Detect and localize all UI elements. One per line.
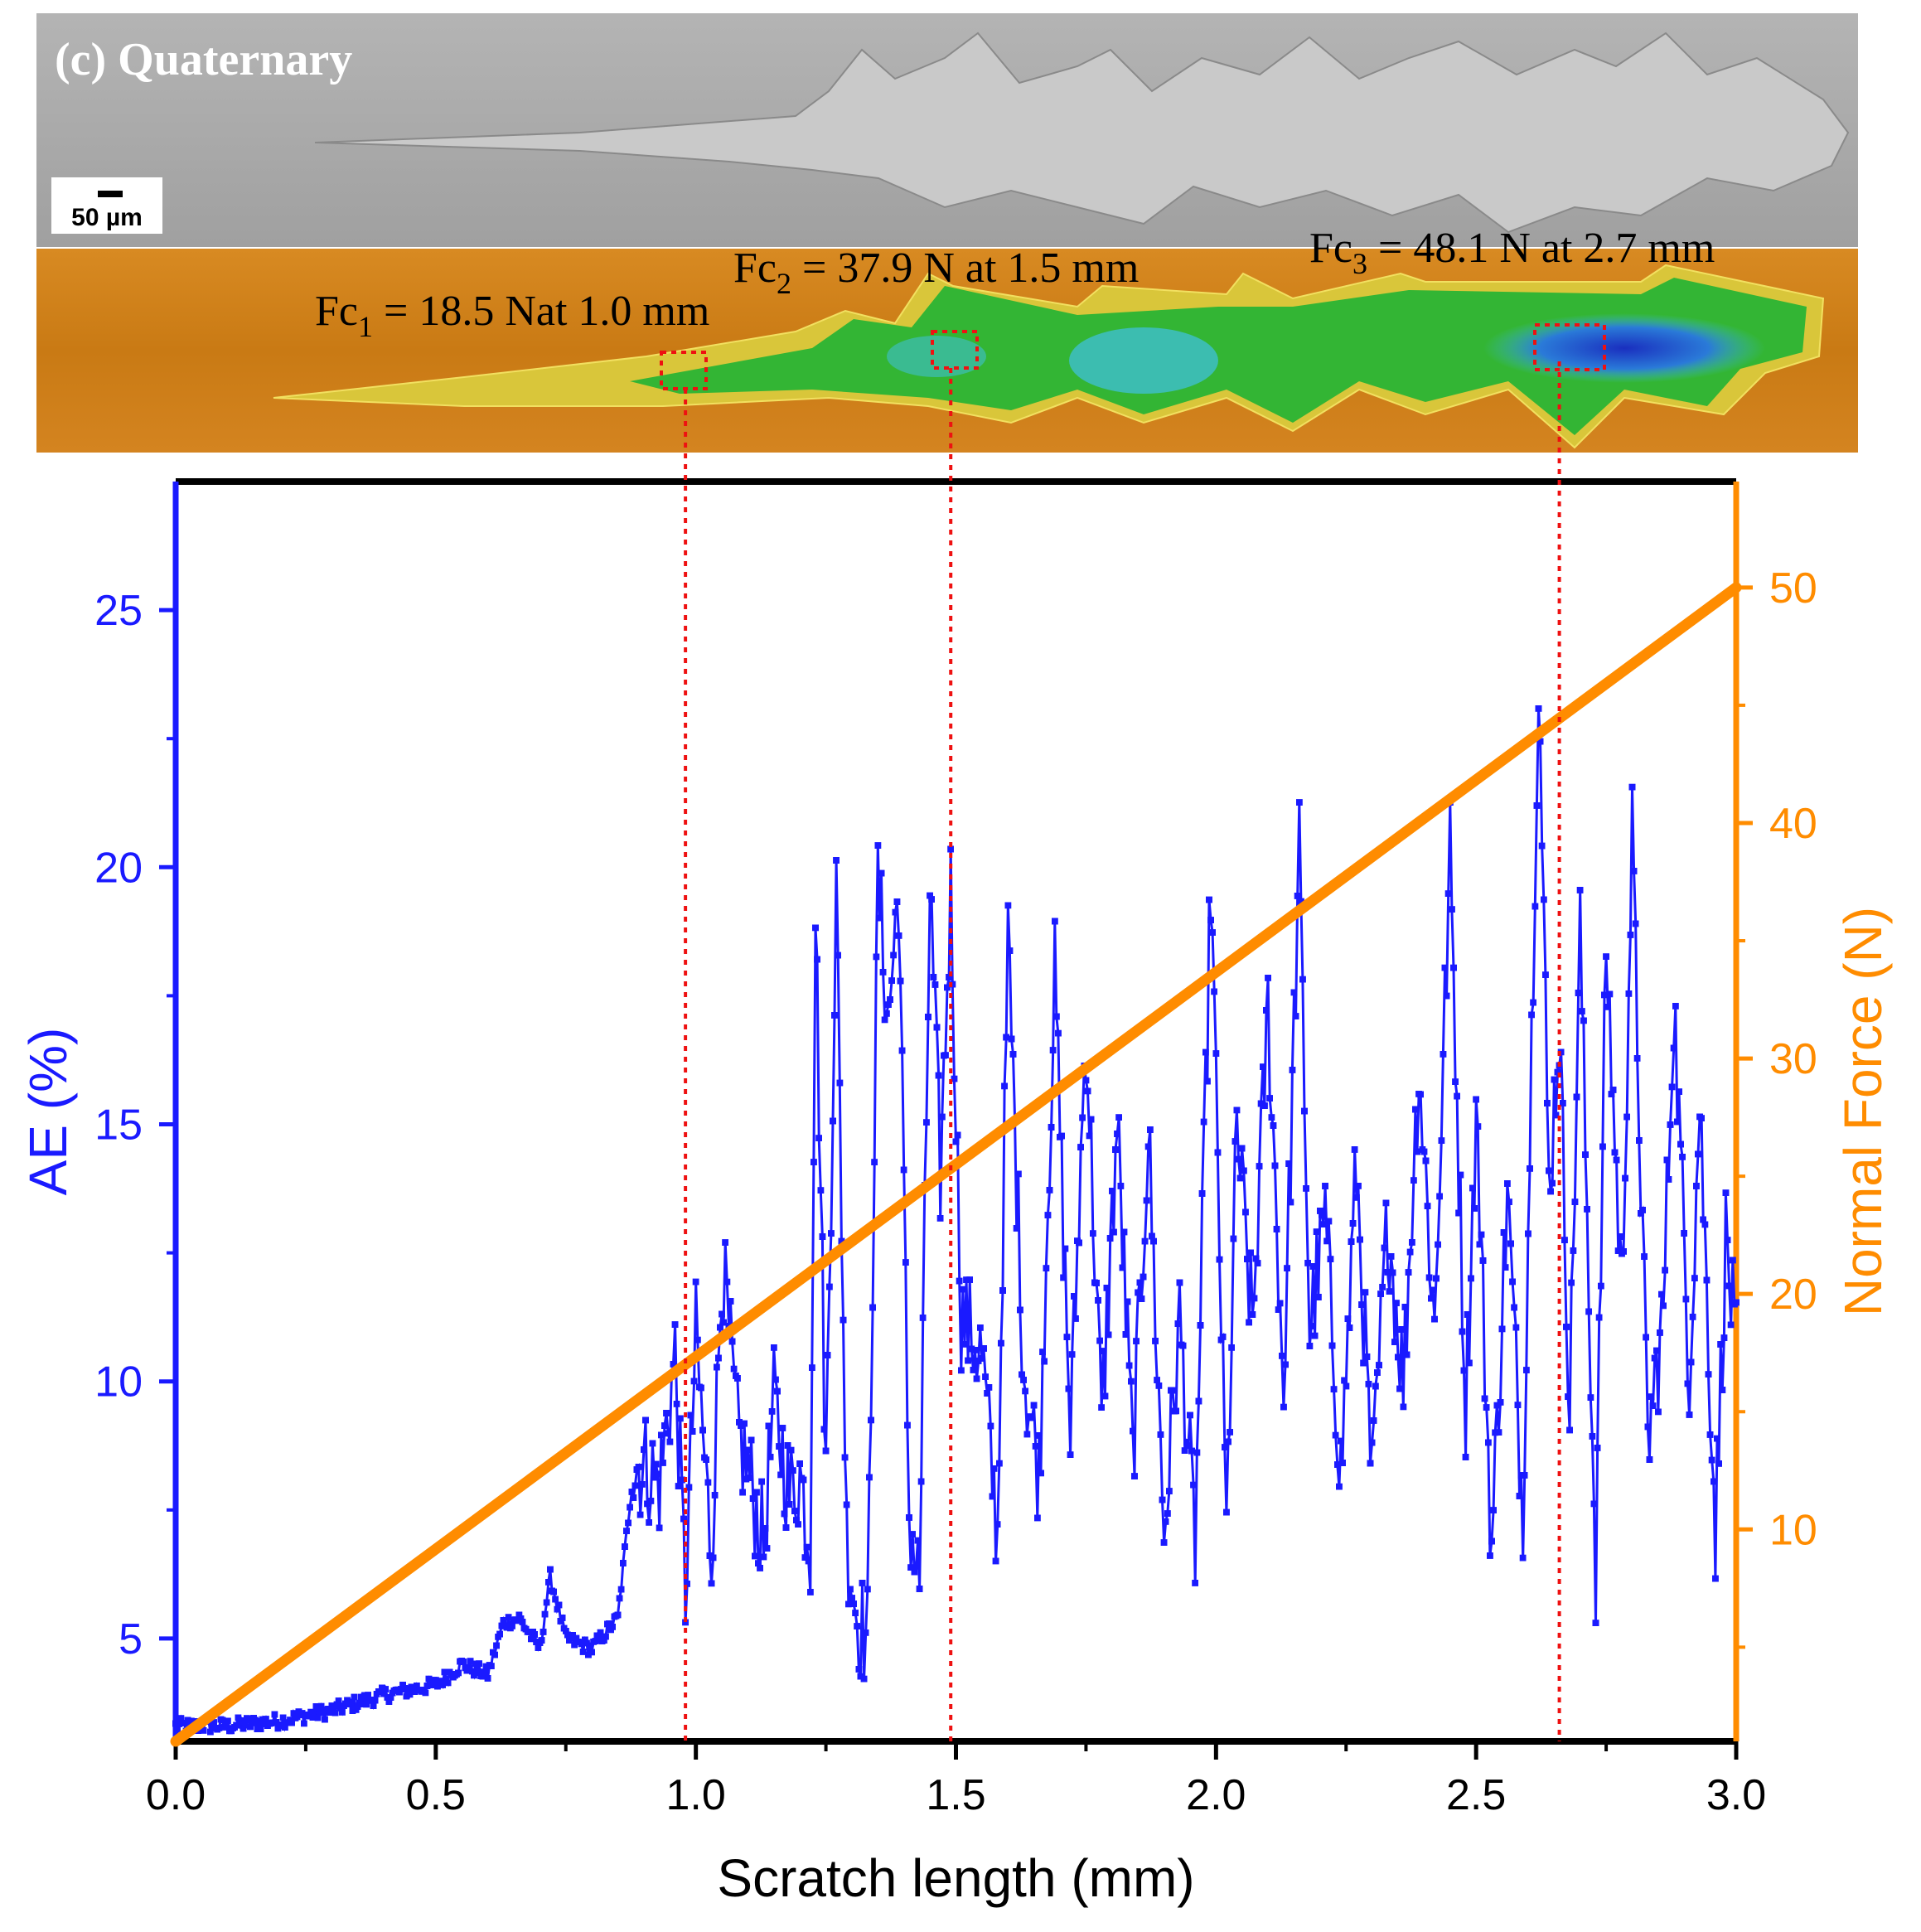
y2-tick-label: 10 (1769, 1506, 1817, 1554)
normal-force-series-line (170, 582, 1742, 1747)
y-tick-label: 20 (94, 844, 143, 892)
y2-tick-label: 20 (1769, 1271, 1817, 1319)
y2-tick-label: 40 (1769, 800, 1817, 848)
panel-label: (c) Quaternary (55, 34, 352, 85)
critical-load-label: Fc1 = 18.5 Nat 1.0 mm (315, 288, 709, 343)
profile-deep-zone-1 (1069, 327, 1218, 394)
y-tick-label: 25 (94, 587, 143, 635)
y-axis-title: AE (%) (18, 1028, 78, 1196)
x-tick-label: 2.5 (1446, 1771, 1506, 1819)
ae-series-line (172, 705, 1740, 1736)
y-tick-label: 10 (94, 1358, 143, 1407)
y2-axis-title: Normal Force (N) (1833, 907, 1893, 1316)
sem-scratch-track (314, 31, 1850, 234)
x-tick-label: 3.0 (1706, 1771, 1766, 1819)
critical-load-box (1533, 323, 1606, 371)
profile-track-green (630, 278, 1807, 435)
profilometry-image (36, 249, 1858, 453)
x-tick-label: 0.5 (406, 1771, 466, 1819)
critical-load-box (931, 330, 979, 370)
critical-load-label: Fc3 = 48.1 N at 2.7 mm (1309, 225, 1715, 280)
scale-bar-label: 50 µm (71, 204, 143, 231)
profile-deep-zone-2 (887, 336, 986, 377)
sem-micrograph: (c) Quaternary 50 µm (36, 13, 1858, 247)
scale-bar (98, 191, 123, 197)
x-tick-label: 0.0 (146, 1771, 206, 1819)
y-tick-label: 5 (119, 1615, 143, 1663)
y2-tick-label: 30 (1769, 1035, 1817, 1083)
x-tick-label: 2.0 (1186, 1771, 1246, 1819)
y2-tick-label: 50 (1769, 564, 1817, 613)
x-axis-title: Scratch length (mm) (717, 1848, 1194, 1908)
x-tick-label: 1.0 (666, 1771, 726, 1819)
critical-load-box (660, 351, 708, 390)
critical-load-label: Fc2 = 37.9 N at 1.5 mm (733, 245, 1139, 300)
scale-bar-box (51, 177, 162, 234)
profile-deep-zone-3 (1483, 313, 1765, 383)
x-tick-label: 1.5 (926, 1771, 985, 1819)
y-tick-label: 15 (94, 1102, 143, 1150)
